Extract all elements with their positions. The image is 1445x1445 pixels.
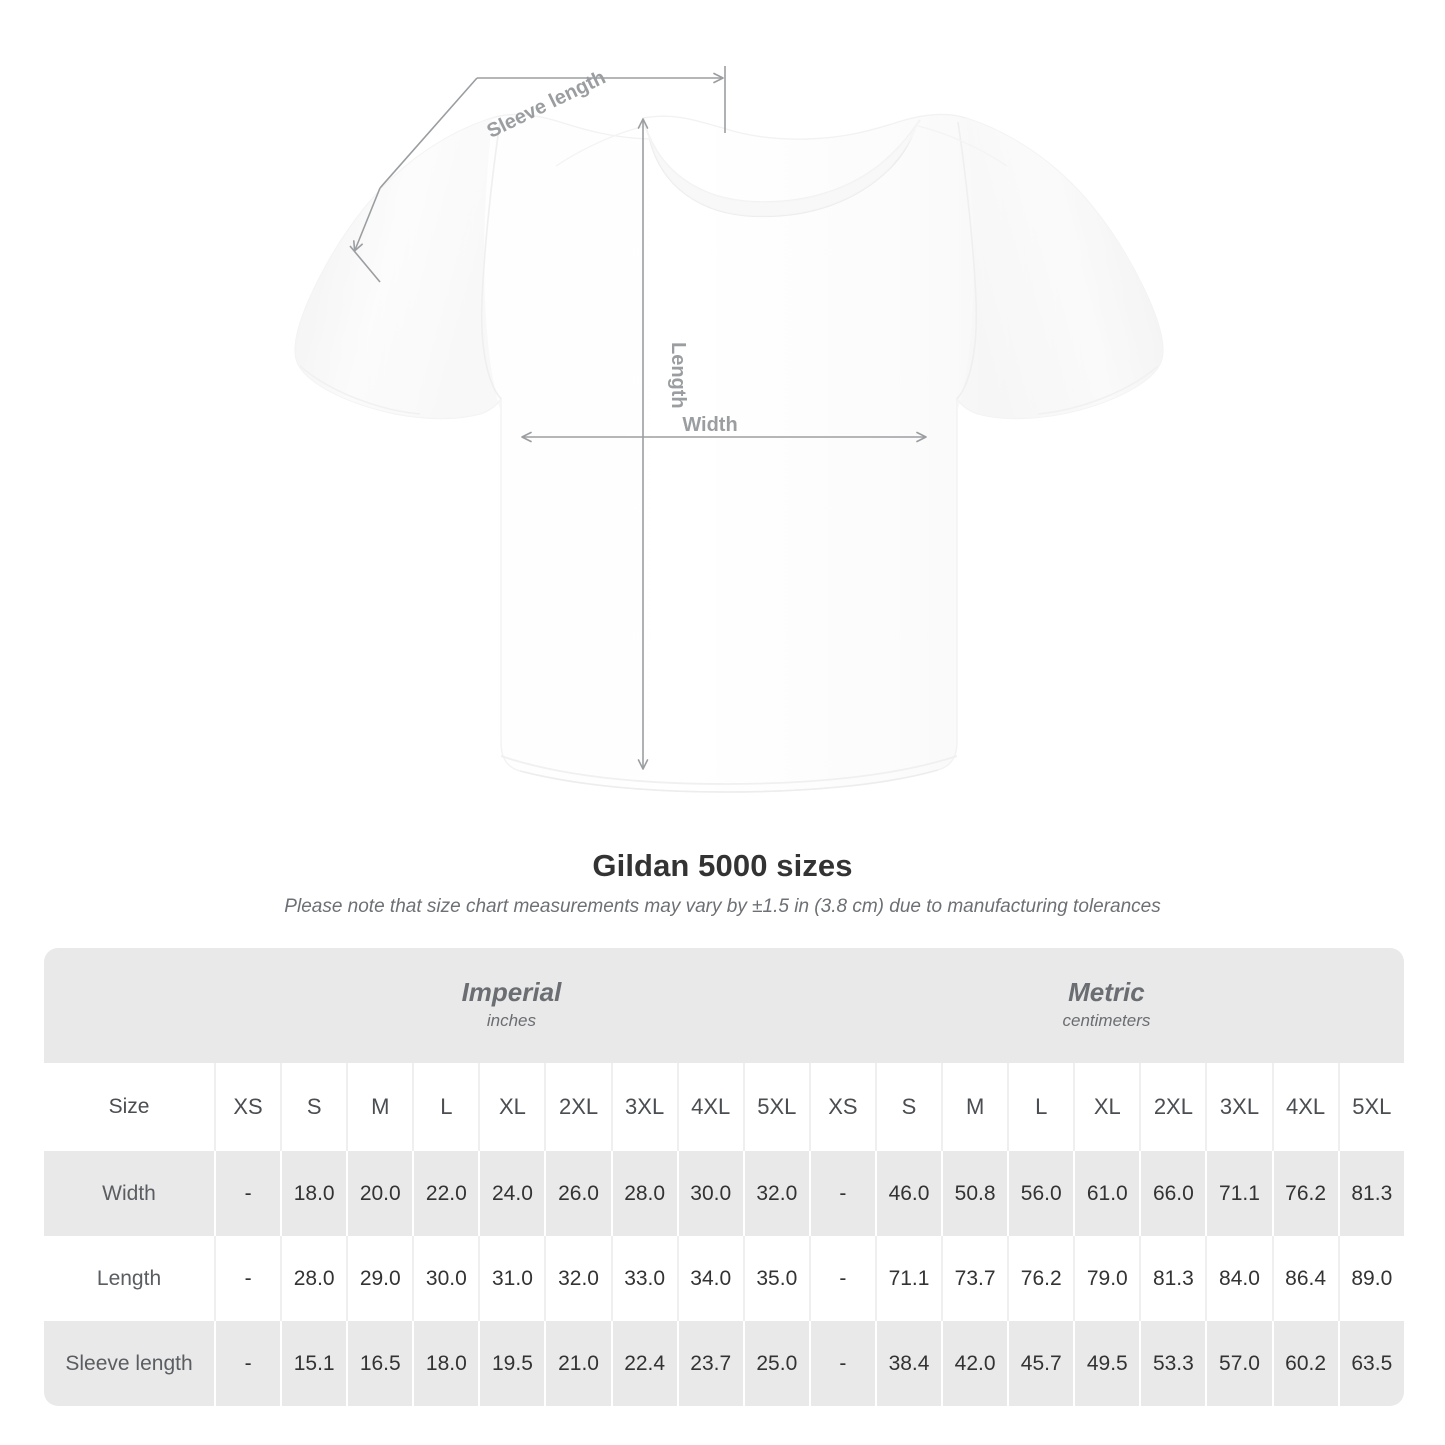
cell-length-metric-4xl: 86.4 <box>1271 1236 1338 1321</box>
cell-width-metric-2xl: 66.0 <box>1139 1151 1206 1236</box>
cell-width-imperial-5xl: 32.0 <box>742 1151 809 1236</box>
cell-width-metric-4xl: 76.2 <box>1271 1151 1338 1236</box>
table-row: Length - 28.0 29.0 30.0 31.0 32.0 33.0 3… <box>44 1236 1404 1321</box>
cell-width-metric-xs: - <box>808 1151 875 1236</box>
cell-sleeve-metric-m: 42.0 <box>941 1321 1008 1406</box>
tshirt-silhouette <box>294 113 1164 793</box>
cell-length-imperial-xl: 31.0 <box>478 1236 545 1321</box>
tshirt-measurement-diagram: Sleeve length Length Width <box>294 66 1164 793</box>
cell-sleeve-metric-s: 38.4 <box>874 1321 942 1406</box>
cell-length-imperial-l: 30.0 <box>412 1236 479 1321</box>
header-cell-metric-m: M <box>941 1063 1008 1151</box>
cell-sleeve-imperial-m: 16.5 <box>346 1321 413 1406</box>
table-row: Sleeve length - 15.1 16.5 18.0 19.5 21.0… <box>44 1321 1404 1406</box>
cell-length-metric-xl: 79.0 <box>1073 1236 1140 1321</box>
width-label: Width <box>682 414 737 436</box>
cell-sleeve-imperial-3xl: 22.4 <box>610 1321 677 1406</box>
unit-banner-row: Imperial inches Metric centimeters <box>44 948 1404 1063</box>
tolerance-note: Please note that size chart measurements… <box>284 896 1161 917</box>
table-row: Width - 18.0 20.0 22.0 24.0 26.0 28.0 30… <box>44 1151 1404 1236</box>
size-chart-table: Imperial inches Metric centimeters Size … <box>44 948 1404 1406</box>
size-header-row: Size XS S M L XL 2XL 3XL 4XL 5XL XS S M … <box>44 1063 1404 1151</box>
cell-length-metric-l: 76.2 <box>1007 1236 1074 1321</box>
cell-sleeve-imperial-l: 18.0 <box>412 1321 479 1406</box>
width-dimension: Width <box>521 414 927 443</box>
cell-length-imperial-3xl: 33.0 <box>610 1236 677 1321</box>
header-cell-metric-l: L <box>1007 1063 1074 1151</box>
cell-length-imperial-m: 29.0 <box>346 1236 413 1321</box>
cell-width-imperial-2xl: 26.0 <box>544 1151 611 1236</box>
cell-length-metric-xs: - <box>808 1236 875 1321</box>
header-cell-imperial-4xl: 4XL <box>676 1063 743 1151</box>
cell-width-metric-s: 46.0 <box>874 1151 942 1236</box>
cell-sleeve-metric-2xl: 53.3 <box>1139 1321 1206 1406</box>
cell-width-imperial-xl: 24.0 <box>478 1151 545 1236</box>
header-cell-metric-3xl: 3XL <box>1205 1063 1272 1151</box>
header-cell-imperial-xs: XS <box>214 1063 281 1151</box>
cell-width-imperial-xs: - <box>214 1151 281 1236</box>
header-cell-metric-2xl: 2XL <box>1139 1063 1206 1151</box>
header-cell-imperial-5xl: 5XL <box>742 1063 809 1151</box>
header-cell-metric-xs: XS <box>808 1063 875 1151</box>
cell-length-imperial-5xl: 35.0 <box>742 1236 809 1321</box>
row-label-width: Width <box>44 1151 215 1236</box>
header-cell-imperial-xl: XL <box>478 1063 545 1151</box>
cell-width-metric-3xl: 71.1 <box>1205 1151 1272 1236</box>
imperial-title: Imperial <box>461 977 562 1008</box>
cell-sleeve-metric-l: 45.7 <box>1007 1321 1074 1406</box>
length-dimension: Length <box>637 118 689 770</box>
cell-width-metric-l: 56.0 <box>1007 1151 1074 1236</box>
cell-sleeve-imperial-xs: - <box>214 1321 281 1406</box>
cell-length-imperial-2xl: 32.0 <box>544 1236 611 1321</box>
cell-sleeve-imperial-4xl: 23.7 <box>676 1321 743 1406</box>
unit-banner-imperial: Imperial inches <box>214 948 809 1063</box>
row-label-sleeve-length: Sleeve length <box>44 1321 215 1406</box>
cell-width-imperial-3xl: 28.0 <box>610 1151 677 1236</box>
unit-banner-metric: Metric centimeters <box>808 948 1404 1063</box>
cell-sleeve-imperial-s: 15.1 <box>280 1321 347 1406</box>
header-cell-metric-4xl: 4XL <box>1271 1063 1338 1151</box>
header-cell-imperial-m: M <box>346 1063 413 1151</box>
row-label-length: Length <box>44 1236 215 1321</box>
header-cell-imperial-s: S <box>280 1063 347 1151</box>
cell-sleeve-metric-4xl: 60.2 <box>1271 1321 1338 1406</box>
cell-length-metric-2xl: 81.3 <box>1139 1236 1206 1321</box>
cell-length-metric-3xl: 84.0 <box>1205 1236 1272 1321</box>
cell-width-metric-m: 50.8 <box>941 1151 1008 1236</box>
unit-banner-spacer <box>44 948 215 1063</box>
length-label: Length <box>667 342 689 409</box>
cell-width-metric-xl: 61.0 <box>1073 1151 1140 1236</box>
cell-sleeve-imperial-2xl: 21.0 <box>544 1321 611 1406</box>
cell-sleeve-imperial-5xl: 25.0 <box>742 1321 809 1406</box>
cell-length-imperial-4xl: 34.0 <box>676 1236 743 1321</box>
cell-sleeve-metric-xl: 49.5 <box>1073 1321 1140 1406</box>
cell-width-imperial-m: 20.0 <box>346 1151 413 1236</box>
cell-sleeve-metric-3xl: 57.0 <box>1205 1321 1272 1406</box>
imperial-subtitle: inches <box>486 1011 537 1031</box>
cell-length-metric-s: 71.1 <box>874 1236 942 1321</box>
cell-length-imperial-s: 28.0 <box>280 1236 347 1321</box>
header-cell-metric-5xl: 5XL <box>1337 1063 1404 1151</box>
cell-width-imperial-s: 18.0 <box>280 1151 347 1236</box>
cell-sleeve-metric-xs: - <box>808 1321 875 1406</box>
cell-sleeve-metric-5xl: 63.5 <box>1337 1321 1404 1406</box>
cell-length-imperial-xs: - <box>214 1236 281 1321</box>
page-title: Gildan 5000 sizes <box>592 848 853 883</box>
cell-width-imperial-4xl: 30.0 <box>676 1151 743 1236</box>
header-cell-size: Size <box>44 1063 215 1151</box>
header-cell-metric-s: S <box>874 1063 942 1151</box>
header-cell-metric-xl: XL <box>1073 1063 1140 1151</box>
header-cell-imperial-3xl: 3XL <box>610 1063 677 1151</box>
cell-length-metric-5xl: 89.0 <box>1337 1236 1404 1321</box>
metric-title: Metric <box>1068 977 1145 1008</box>
cell-sleeve-imperial-xl: 19.5 <box>478 1321 545 1406</box>
cell-width-metric-5xl: 81.3 <box>1337 1151 1404 1236</box>
header-cell-imperial-l: L <box>412 1063 479 1151</box>
metric-subtitle: centimeters <box>1062 1011 1151 1031</box>
cell-width-imperial-l: 22.0 <box>412 1151 479 1236</box>
header-cell-imperial-2xl: 2XL <box>544 1063 611 1151</box>
cell-length-metric-m: 73.7 <box>941 1236 1008 1321</box>
